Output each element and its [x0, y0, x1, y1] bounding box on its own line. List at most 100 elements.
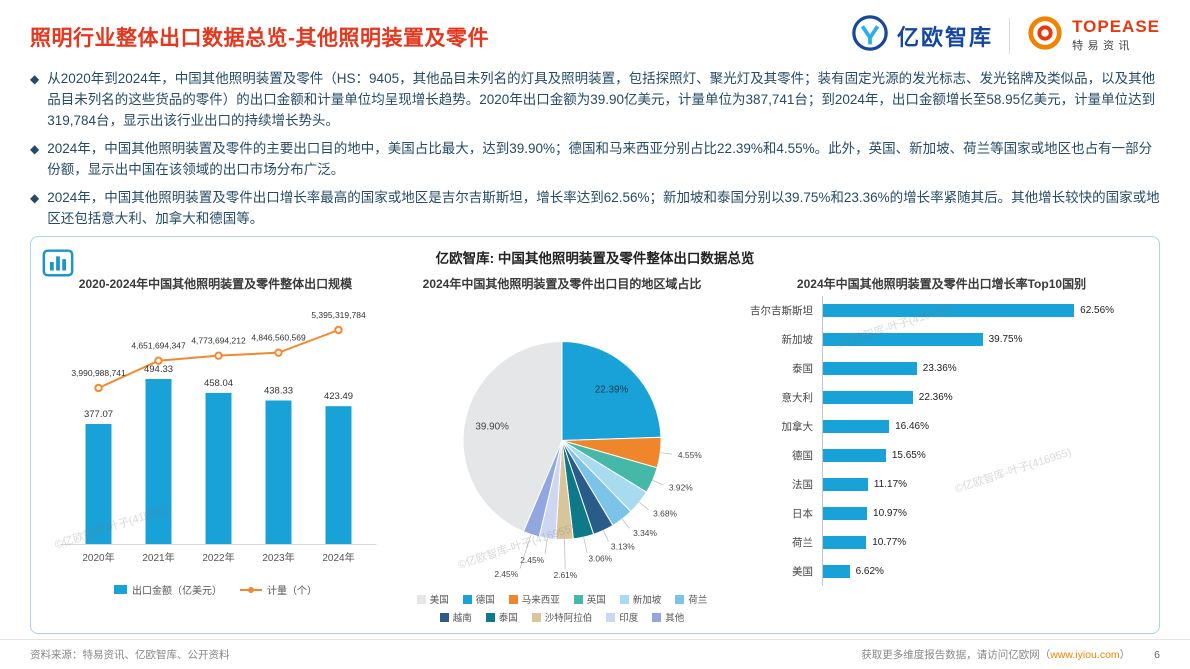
bar-value-label: 458.04	[204, 378, 233, 389]
legend-swatch	[531, 612, 541, 622]
growth-rate-chart-title: 2024年中国其他照明装置及零件出口增长率Top10国别	[796, 277, 1087, 292]
charts-panel: 亿欧智库: 中国其他照明装置及零件整体出口数据总览 2020-2024年中国其他…	[30, 236, 1160, 635]
pie-label-沙特阿拉伯: 2.61%	[553, 571, 577, 581]
pie-label-德国: 22.39%	[595, 385, 629, 396]
legend-item-荷兰: 荷兰	[675, 592, 707, 606]
legend-swatch	[462, 594, 472, 604]
pie-chart: 22.39% 4.55% 3.92% 3.68% 3.34% 3.13% 3.06% 2.61…	[462, 341, 702, 581]
bar-2022年	[205, 393, 232, 545]
topease-logo-icon	[1026, 14, 1064, 57]
bar-2021年	[145, 379, 172, 545]
pie-leader-line	[660, 452, 673, 455]
growth-bar	[823, 391, 913, 405]
bullet-text: 从2020年到2024年，中国其他照明装置及零件（HS：9405，其他品目未列名…	[47, 71, 1156, 128]
legend-item-美国: 美国	[416, 592, 449, 607]
diamond-bullet-icon: ◆	[30, 190, 40, 205]
growth-value-label: 16.46%	[895, 421, 929, 433]
growth-bar	[823, 507, 868, 521]
bar-track: 16.46%	[822, 412, 1145, 442]
legend-item-count: 计量（个）	[240, 582, 317, 597]
growth-row-法国: 法国 11.17%	[738, 470, 1145, 500]
legend-item-德国: 德国	[462, 592, 495, 607]
pie-leader-line	[519, 534, 532, 569]
pie-leader-line	[621, 519, 630, 530]
growth-row-吉尔吉斯斯坦: 吉尔吉斯斯坦 62.56%	[738, 296, 1145, 326]
legend-swatch	[652, 612, 662, 622]
growth-row-荷兰: 荷兰 10.77%	[738, 528, 1145, 558]
count-line-point	[274, 348, 283, 358]
legend-label: 马来西亚	[521, 595, 560, 607]
x-axis-label: 2024年	[322, 551, 354, 564]
footer-right: 获取更多维度报告数据，请访问亿欧网（ www.iyiou.com） 6	[861, 647, 1160, 662]
legend-line-swatch	[240, 586, 262, 593]
legend-swatch	[675, 594, 685, 604]
count-value-label: 4,773,694,212	[191, 336, 246, 346]
x-axis-label: 2020年	[82, 551, 114, 564]
growth-value-label: 15.65%	[891, 450, 926, 462]
pie-leader-line	[564, 539, 566, 570]
pie-legend: 美国 德国 马来西亚 英国 新加坡 荷兰 越南 泰国 沙特阿拉伯 印度 其他	[386, 592, 738, 624]
legend-label: 计量（个）	[267, 586, 317, 598]
summary-bullets: ◆ 从2020年到2024年，中国其他照明装置及零件（HS：9405，其他品目未…	[30, 69, 1160, 229]
growth-value-label: 62.56%	[1080, 305, 1115, 317]
pie-leader-line	[544, 538, 548, 555]
pie-slice-德国	[561, 341, 662, 442]
country-label: 意大利	[781, 392, 814, 405]
bullet-item: ◆ 2024年，中国其他照明装置及零件的主要出口目的地中，美国占比最大，达到39…	[30, 139, 1160, 181]
panel-title: 亿欧智库: 中国其他照明装置及零件整体出口数据总览	[435, 251, 755, 267]
legend-swatch	[485, 612, 495, 622]
bar-track: 62.56%	[822, 296, 1145, 326]
legend-swatch	[439, 612, 449, 622]
bar-track: 15.65%	[822, 441, 1145, 471]
legend-bar-swatch	[114, 585, 127, 595]
export-scale-chart-title: 2020-2024年中国其他照明装置及零件整体出口规模	[78, 277, 353, 292]
page-header: 照明行业整体出口数据总览-其他照明装置及零件 亿欧智库	[30, 14, 1160, 57]
x-axis-label: 2022年	[202, 551, 234, 564]
growth-row-意大利: 意大利 22.36%	[738, 383, 1145, 413]
growth-row-新加坡: 新加坡 39.75%	[738, 325, 1145, 355]
bar-2024年	[325, 406, 352, 545]
growth-value-label: 10.77%	[872, 537, 907, 549]
growth-bar	[823, 536, 867, 550]
pie-leader-line	[652, 480, 664, 486]
bar-track: 10.97%	[822, 499, 1145, 529]
bullet-text: 2024年，中国其他照明装置及零件的主要出口目的地中，美国占比最大，达到39.9…	[47, 140, 1153, 177]
legend-label: 英国	[586, 595, 606, 607]
pie-slice-美国	[462, 341, 563, 533]
legend-item-马来西亚: 马来西亚	[508, 592, 560, 607]
country-label: 泰国	[792, 363, 813, 376]
legend-label: 荷兰	[688, 595, 708, 607]
country-label: 美国	[792, 566, 813, 579]
growth-bar	[823, 420, 890, 434]
pie-label-英国: 3.92%	[669, 483, 693, 493]
bar-value-label: 377.07	[84, 409, 113, 420]
pie-label-荷兰: 3.34%	[633, 529, 657, 539]
legend-swatch	[619, 594, 629, 604]
destination-share-chart-title: 2024年中国其他照明装置及零件出口目的地区域占比	[422, 277, 702, 292]
legend-swatch	[606, 612, 616, 622]
count-value-label: 4,846,560,569	[251, 333, 306, 343]
legend-label: 出口金额（亿美元）	[132, 586, 222, 598]
legend-label: 新加坡	[632, 595, 662, 607]
topease-logo-text: TOPEASE 特易资讯	[1072, 17, 1160, 53]
legend-label: 德国	[475, 595, 495, 607]
growth-bar	[823, 304, 1075, 318]
legend-label: 美国	[429, 595, 449, 607]
legend-item-泰国: 泰国	[485, 610, 518, 624]
yiou-logo-icon	[851, 14, 889, 57]
country-label: 日本	[792, 508, 813, 521]
count-line-point	[154, 356, 163, 366]
pie-label-马来西亚: 4.55%	[678, 450, 702, 460]
iyiou-link[interactable]: www.iyiou.com	[1050, 648, 1120, 661]
legend-item-英国: 英国	[573, 592, 606, 607]
growth-bar	[823, 565, 850, 579]
growth-value-label: 39.75%	[988, 334, 1023, 346]
growth-row-德国: 德国 15.65%	[738, 441, 1145, 471]
legend-item-其他: 其他	[652, 610, 684, 624]
growth-value-label: 10.97%	[873, 508, 907, 520]
bar-track: 11.17%	[822, 470, 1145, 500]
growth-row-美国: 美国 6.62%	[738, 557, 1145, 587]
yiou-logo: 亿欧智库	[851, 14, 993, 57]
yiou-logo-text: 亿欧智库	[897, 24, 994, 50]
